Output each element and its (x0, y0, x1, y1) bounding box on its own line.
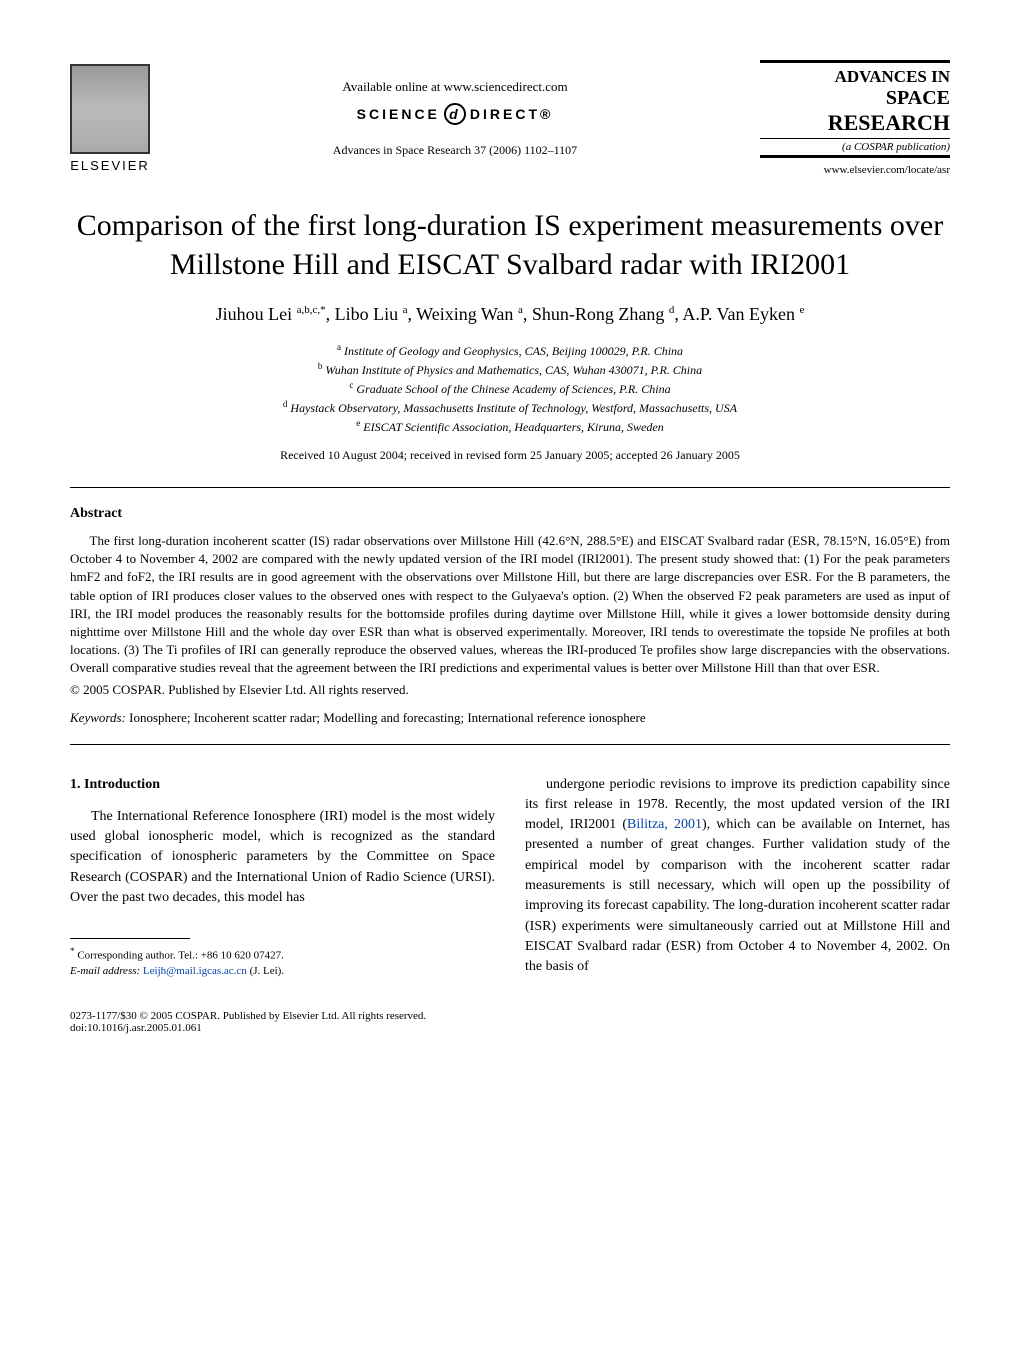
affiliation-b-text: Wuhan Institute of Physics and Mathemati… (325, 363, 702, 377)
footer-line1: 0273-1177/$30 © 2005 COSPAR. Published b… (70, 1010, 950, 1022)
sciencedirect-logo: SCIENCE d DIRECT® (357, 103, 554, 125)
journal-name-line2: SPACE (760, 87, 950, 110)
journal-name-line3: RESEARCH (760, 110, 950, 136)
email-label: E-mail address: (70, 965, 140, 977)
affiliation-e-text: EISCAT Scientific Association, Headquart… (363, 420, 663, 434)
header-center: Available online at www.sciencedirect.co… (150, 79, 760, 158)
keywords-text: Ionosphere; Incoherent scatter radar; Mo… (129, 710, 646, 725)
sciencedirect-prefix: SCIENCE (357, 106, 440, 122)
sciencedirect-d-icon: d (444, 103, 466, 125)
affiliation-e: e EISCAT Scientific Association, Headqua… (70, 417, 950, 436)
email-suffix: (J. Lei). (250, 965, 285, 977)
body-columns: 1. Introduction The International Refere… (70, 775, 950, 980)
journal-brand: ADVANCES IN SPACE RESEARCH (a COSPAR pub… (760, 60, 950, 176)
email-link[interactable]: Leijh@mail.igcas.ac.cn (143, 965, 247, 977)
intro-paragraph-right: undergone periodic revisions to improve … (525, 775, 950, 978)
citation-link[interactable]: Bilitza, 2001 (627, 817, 702, 832)
authors-line: Jiuhou Lei a,b,c,*, Libo Liu a, Weixing … (70, 304, 950, 325)
affiliation-b: b Wuhan Institute of Physics and Mathema… (70, 360, 950, 379)
affiliations: a Institute of Geology and Geophysics, C… (70, 341, 950, 436)
page-footer: 0273-1177/$30 © 2005 COSPAR. Published b… (70, 1010, 950, 1034)
footer-line2: doi:10.1016/j.asr.2005.01.061 (70, 1022, 950, 1034)
intro-paragraph-left: The International Reference Ionosphere (… (70, 807, 495, 908)
affiliation-a: a Institute of Geology and Geophysics, C… (70, 341, 950, 360)
available-online-text: Available online at www.sciencedirect.co… (170, 79, 740, 95)
intro-right-part2: ), which can be available on Internet, h… (525, 817, 950, 974)
journal-url: www.elsevier.com/locate/asr (760, 164, 950, 176)
publisher-name: ELSEVIER (70, 158, 150, 173)
footnote-block: * Corresponding author. Tel.: +86 10 620… (70, 945, 495, 979)
article-title: Comparison of the first long-duration IS… (70, 206, 950, 284)
abstract-copyright: © 2005 COSPAR. Published by Elsevier Ltd… (70, 682, 950, 698)
affiliation-c-text: Graduate School of the Chinese Academy o… (356, 382, 670, 396)
corresponding-text: Corresponding author. Tel.: +86 10 620 0… (77, 950, 284, 962)
elsevier-tree-icon (70, 64, 150, 154)
footnote-divider (70, 938, 190, 939)
abstract-heading: Abstract (70, 506, 950, 522)
divider (70, 487, 950, 488)
column-left: 1. Introduction The International Refere… (70, 775, 495, 980)
journal-subtitle: (a COSPAR publication) (760, 138, 950, 158)
affiliation-d: d Haystack Observatory, Massachusetts In… (70, 398, 950, 417)
sciencedirect-suffix: DIRECT® (470, 106, 553, 122)
divider (70, 744, 950, 745)
email-line: E-mail address: Leijh@mail.igcas.ac.cn (… (70, 964, 495, 979)
column-right: undergone periodic revisions to improve … (525, 775, 950, 980)
keywords-label: Keywords: (70, 710, 126, 725)
affiliation-c: c Graduate School of the Chinese Academy… (70, 379, 950, 398)
affiliation-a-text: Institute of Geology and Geophysics, CAS… (344, 344, 683, 358)
intro-heading: 1. Introduction (70, 775, 495, 795)
abstract-text: The first long-duration incoherent scatt… (70, 532, 950, 678)
journal-name-line1: ADVANCES IN (760, 67, 950, 87)
publisher-logo: ELSEVIER (70, 64, 150, 173)
keywords-line: Keywords: Ionosphere; Incoherent scatter… (70, 710, 950, 726)
article-dates: Received 10 August 2004; received in rev… (70, 448, 950, 463)
page-header: ELSEVIER Available online at www.science… (70, 60, 950, 176)
corresponding-author: * Corresponding author. Tel.: +86 10 620… (70, 945, 495, 964)
affiliation-d-text: Haystack Observatory, Massachusetts Inst… (290, 401, 737, 415)
journal-reference: Advances in Space Research 37 (2006) 110… (170, 143, 740, 158)
